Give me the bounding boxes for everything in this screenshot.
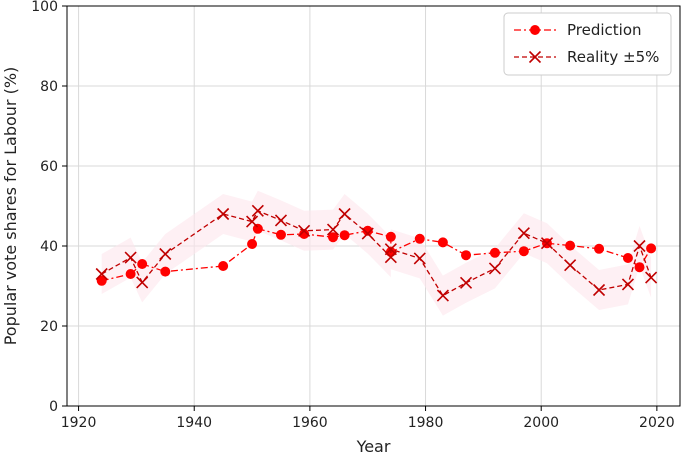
- point-prediction: [125, 269, 136, 279]
- point-reality: [564, 259, 577, 272]
- point-reality: [621, 278, 635, 291]
- series-group: [95, 204, 658, 302]
- plot-frame: [66, 5, 681, 407]
- point-prediction: [252, 223, 263, 234]
- point-reality: [413, 252, 426, 265]
- point-reality: [517, 227, 530, 240]
- y-axis-label: Popular vote shares for Labour (%): [1, 67, 20, 346]
- point-prediction: [160, 266, 171, 277]
- point-reality: [95, 267, 108, 281]
- legend-marker-reality: [514, 50, 556, 64]
- x-tick-label: 1980: [408, 415, 444, 431]
- point-reality: [124, 251, 137, 264]
- point-reality: [361, 227, 374, 240]
- point-prediction: [299, 229, 310, 239]
- point-reality: [251, 204, 264, 217]
- point-reality: [633, 239, 646, 253]
- point-prediction: [362, 225, 373, 236]
- point-reality: [645, 271, 658, 284]
- y-tick-label: 0: [49, 399, 58, 415]
- point-prediction: [594, 243, 605, 254]
- reality-band-area: [101, 190, 652, 316]
- point-prediction: [646, 243, 657, 254]
- point-reality: [274, 214, 288, 227]
- x-tick-label: 1940: [176, 415, 212, 431]
- x-tick-label: 1960: [292, 415, 328, 431]
- point-prediction: [385, 231, 396, 242]
- point-prediction: [634, 262, 645, 273]
- point-reality: [540, 237, 554, 250]
- point-reality: [488, 262, 502, 275]
- axes: [62, 5, 681, 411]
- y-tick-label: 20: [40, 319, 58, 335]
- y-tick-label: 100: [31, 0, 58, 15]
- point-prediction: [565, 240, 576, 251]
- point-reality: [592, 283, 606, 297]
- point-prediction: [96, 275, 107, 286]
- point-reality: [436, 289, 449, 302]
- point-reality: [159, 247, 172, 261]
- tick-labels: 1920 1940 1960 1980 2000 2020 0 20 40 60 80 100: [31, 0, 674, 431]
- point-prediction: [137, 259, 148, 269]
- point-prediction: [247, 239, 258, 249]
- point-prediction: [275, 229, 286, 240]
- x-tick-label: 2020: [639, 415, 675, 431]
- point-prediction: [489, 247, 500, 258]
- point-reality: [459, 276, 473, 289]
- x-axis-label: Year: [356, 437, 391, 456]
- point-prediction: [518, 246, 529, 257]
- point-reality: [217, 207, 230, 221]
- reality-band: [101, 190, 652, 316]
- x-tick-label: 2000: [523, 415, 559, 431]
- point-prediction: [328, 232, 339, 243]
- legend-box: [503, 12, 672, 76]
- point-prediction: [218, 261, 229, 271]
- y-tick-label: 60: [40, 159, 58, 175]
- point-reality: [298, 224, 311, 237]
- point-reality: [338, 207, 351, 221]
- point-prediction: [622, 253, 633, 263]
- point-prediction: [414, 233, 425, 244]
- point-reality: [384, 243, 397, 256]
- point-prediction: [339, 230, 350, 241]
- point-reality: [326, 223, 340, 236]
- point-reality: [245, 215, 259, 228]
- x-tick-label: 1920: [61, 415, 97, 431]
- y-tick-label: 40: [40, 239, 58, 255]
- legend-marker-prediction: [514, 25, 556, 35]
- legend-label-reality: Reality ±5%: [567, 48, 659, 66]
- point-reality: [136, 276, 149, 289]
- point-prediction: [461, 250, 472, 261]
- y-tick-label: 80: [40, 79, 58, 95]
- point-prediction: [437, 237, 448, 248]
- legend: Prediction Reality ±5%: [503, 12, 672, 76]
- legend-label-prediction: Prediction: [567, 21, 642, 39]
